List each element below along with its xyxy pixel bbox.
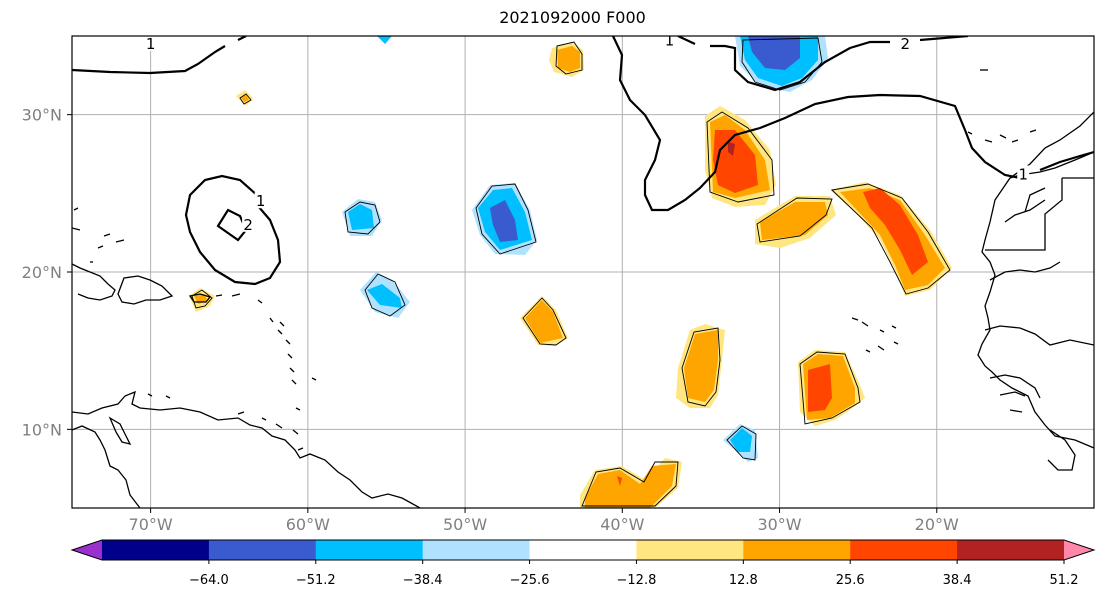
- contour-label: 1: [256, 192, 266, 210]
- colorbar-segment: [102, 540, 210, 560]
- colorbar-segment: [422, 540, 531, 560]
- colorbar-tick-label: −51.2: [296, 573, 336, 588]
- warm-anomaly-24w-22n: [830, 182, 952, 296]
- colorbar-segment: [743, 540, 851, 560]
- colorbar-extend-high: [1064, 540, 1094, 560]
- warm-anomaly-28w-23n: [755, 196, 836, 248]
- colorbar-tick-label: −25.6: [510, 573, 550, 588]
- contour-label: 1: [146, 35, 156, 53]
- colorbar-segment: [208, 540, 317, 560]
- lon-tick-label: 30°W: [757, 515, 801, 534]
- blob-outlines: [191, 37, 951, 507]
- warm-anomaly-28w-12n: [798, 350, 865, 426]
- cold-anomaly-32w-9n: [723, 424, 758, 462]
- contour-label-bg: [144, 36, 157, 51]
- colorbar-segment: [529, 540, 637, 560]
- contour-label: 1: [1018, 165, 1028, 183]
- warm-anomaly-35w-14n: [676, 324, 725, 408]
- contour-label: 1: [665, 32, 675, 50]
- contour-label: 2: [243, 216, 253, 234]
- lon-tick-label: 20°W: [915, 515, 959, 534]
- lon-tick-label: 40°W: [600, 515, 644, 534]
- contour-label: 2: [901, 35, 911, 53]
- contour-label-bg: [663, 36, 676, 48]
- cold-anomaly-56w-35n: [377, 36, 392, 44]
- colorbar-tick-label: −64.0: [189, 573, 229, 588]
- colorbar-tick-label: 12.8: [729, 573, 758, 588]
- contour-label-bg: [1017, 165, 1030, 182]
- colorbar-tick-label: −12.8: [617, 573, 657, 588]
- contour-label-bg: [242, 215, 255, 232]
- colorbar-extend-low: [72, 540, 102, 560]
- cold-anomaly-55w-23n: [342, 199, 382, 236]
- colorbar: −64.0 −51.2 −38.4 −25.6 −12.8 12.8 25.6 38.4 51.…: [70, 539, 1096, 588]
- colorbar-tick-label: 38.4: [943, 573, 972, 588]
- colorbar-segment: [957, 540, 1065, 560]
- contour-label-bg: [254, 192, 267, 209]
- colorbar-tick-label: 51.2: [1050, 573, 1079, 588]
- contour-label-bg: [899, 36, 912, 51]
- colorbar-segment: [850, 540, 958, 560]
- map-title: 2021092000 F000: [499, 8, 646, 27]
- warm-anomaly-top-center: [549, 42, 584, 77]
- colorbar-segment: [315, 540, 424, 560]
- lon-tick-label: 60°W: [286, 515, 330, 534]
- colorbar-tick-label: 25.6: [836, 573, 865, 588]
- lat-tick-label: 30°N: [22, 106, 62, 125]
- warm-anomaly-small-north: [236, 90, 253, 106]
- lat-tick-label: 20°N: [22, 263, 62, 282]
- cold-anomaly-55w-18n: [360, 272, 410, 318]
- colorbar-segment: [636, 540, 744, 560]
- map-axes: 70°W 60°W 50°W 40°W 30°W 20°W 10°N 20°N 30°N: [22, 106, 959, 534]
- lat-tick-label: 10°N: [22, 420, 62, 439]
- lon-tick-label: 50°W: [443, 515, 487, 534]
- lon-tick-label: 70°W: [129, 515, 173, 534]
- colorbar-outline: [70, 539, 1096, 561]
- cold-anomaly-47w-23n: [472, 183, 537, 255]
- colorbar-tick-label: −38.4: [403, 573, 443, 588]
